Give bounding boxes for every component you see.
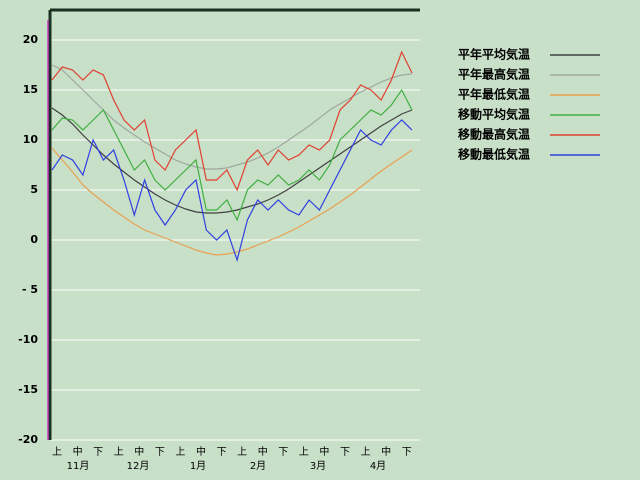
x-tick-label: 下 xyxy=(155,447,165,458)
month-label: 11月 xyxy=(67,460,90,472)
y-tick-label: 0 xyxy=(30,233,38,246)
series-line xyxy=(51,147,413,256)
x-tick-label: 上 xyxy=(361,446,371,458)
x-tick-label: 中 xyxy=(196,445,206,458)
y-tick-label: 20 xyxy=(23,33,39,46)
series-line xyxy=(51,50,413,192)
series-line xyxy=(51,88,413,222)
y-tick-label: -15 xyxy=(18,383,38,396)
y-tick-label: -20 xyxy=(18,433,38,446)
x-tick-label: 上 xyxy=(52,446,62,458)
x-tick-label: 中 xyxy=(73,445,83,458)
y-tick-label: 15 xyxy=(23,83,38,96)
y-tick-label: - 5 xyxy=(22,283,38,296)
legend-label: 移動最高気温 xyxy=(458,127,530,142)
x-tick-label: 上 xyxy=(299,446,309,458)
x-tick-label: 下 xyxy=(402,447,412,458)
x-tick-label: 中 xyxy=(319,445,329,458)
x-tick-label: 上 xyxy=(237,446,247,458)
legend-label: 移動平均気温 xyxy=(458,107,530,122)
x-tick-label: 中 xyxy=(258,445,268,458)
x-tick-label: 下 xyxy=(278,447,288,458)
x-tick-label: 中 xyxy=(381,445,391,458)
month-label: 2月 xyxy=(250,460,266,472)
legend-label: 移動最低気温 xyxy=(458,147,530,162)
y-tick-label: 5 xyxy=(30,183,38,196)
y-tick-label: -10 xyxy=(18,333,38,346)
legend-label: 平年平均気温 xyxy=(458,47,530,62)
x-tick-label: 下 xyxy=(93,447,103,458)
series-line xyxy=(51,119,413,263)
legend-label: 平年最高気温 xyxy=(458,67,530,82)
month-label: 12月 xyxy=(127,460,150,472)
month-label: 4月 xyxy=(370,460,386,472)
x-tick-label: 下 xyxy=(340,447,350,458)
x-tick-label: 下 xyxy=(217,447,227,458)
x-tick-label: 上 xyxy=(114,446,124,458)
y-tick-label: 10 xyxy=(23,133,39,146)
legend-label: 平年最低気温 xyxy=(458,87,530,102)
x-tick-label: 上 xyxy=(175,446,185,458)
month-label: 3月 xyxy=(310,460,326,472)
month-label: 1月 xyxy=(190,460,206,472)
plot-area xyxy=(50,39,420,441)
x-tick-label: 中 xyxy=(134,445,144,458)
